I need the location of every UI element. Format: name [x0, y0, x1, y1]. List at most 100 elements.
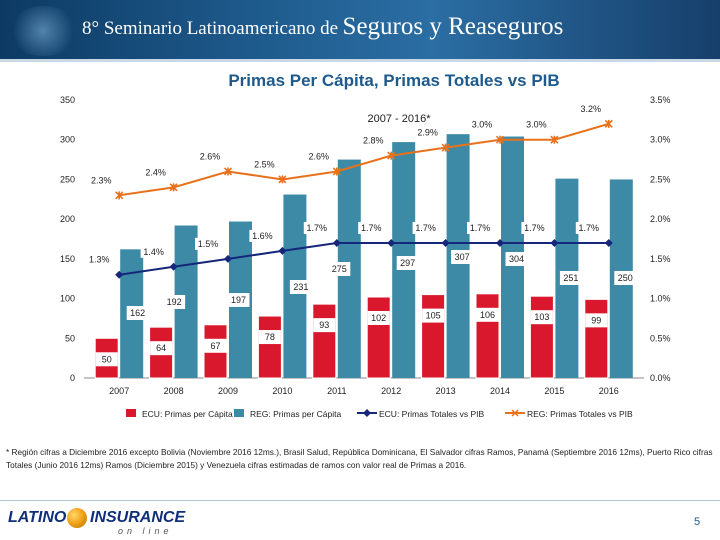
data-label-ecu-pib: 1.7% [579, 223, 600, 233]
marker-ecu-pib [224, 254, 232, 263]
data-label-box [422, 308, 445, 323]
x-tick-label: 2007 [109, 386, 129, 396]
y-right-tick-label: 3.5% [650, 95, 671, 105]
data-label-box [195, 237, 221, 250]
header-banner: 8° Seminario Latinoamericano de Seguros … [0, 0, 720, 62]
data-label-box [249, 229, 276, 242]
data-label-ecu-bar: 93 [319, 320, 329, 330]
legend-label: ECU: Primas per Cápita [142, 409, 233, 419]
marker-ecu-pib [604, 238, 613, 247]
marker-reg-pib [115, 191, 124, 200]
legend-label: REG: Primas Totales vs PIB [527, 409, 633, 419]
x-tick-label: 2016 [599, 386, 619, 396]
y-right-tick-label: 2.0% [650, 214, 671, 224]
data-label-reg-pib: 2.8% [363, 136, 384, 146]
data-label-box [258, 330, 281, 345]
data-label-ecu-bar: 50 [102, 354, 112, 364]
marker-ecu-pib [278, 246, 287, 255]
data-label-box [126, 306, 149, 320]
data-label-ecu-pib: 1.7% [470, 223, 491, 233]
data-label-ecu-bar: 67 [210, 341, 220, 351]
banner-glow [8, 6, 78, 56]
marker-reg-pib [278, 175, 287, 184]
data-label-box [396, 256, 419, 270]
legend-label: ECU: Primas Totales vs PIB [379, 409, 485, 419]
data-label-ecu-bar: 103 [534, 312, 549, 322]
data-label-box [521, 221, 548, 234]
data-label-ecu-pib: 1.4% [143, 247, 164, 257]
data-label-reg-pib: 3.2% [581, 104, 602, 114]
data-label-box [577, 102, 604, 115]
latino-insurance-logo: LATINO INSURANCE on line [8, 506, 248, 536]
chart-subtitle: 2007 - 2016* [368, 113, 432, 125]
data-label-ecu-bar: 99 [591, 315, 601, 325]
data-label-ecu-pib: 1.5% [198, 239, 219, 249]
data-label-reg-bar: 307 [455, 252, 470, 262]
data-label-ecu-bar: 102 [371, 313, 386, 323]
header-underline [0, 59, 720, 62]
data-label-reg-pib: 2.3% [91, 175, 112, 185]
data-label-reg-bar: 304 [509, 254, 524, 264]
data-label-ecu-pib: 1.7% [361, 223, 382, 233]
data-label-box [251, 158, 278, 171]
data-label-reg-bar: 162 [130, 308, 145, 318]
data-label-box [163, 295, 186, 309]
y-right-tick-label: 1.0% [650, 294, 671, 304]
data-label-box [150, 341, 173, 356]
y-right-tick-label: 3.0% [650, 135, 671, 145]
line-ecu-primas-totales-vs-pib [119, 241, 609, 276]
marker-reg-pib [441, 143, 450, 152]
y-left-tick-label: 250 [60, 174, 75, 184]
data-label-box [367, 310, 390, 325]
data-label-reg-bar: 192 [167, 297, 182, 307]
data-label-ecu-bar: 78 [265, 332, 275, 342]
data-label-reg-bar: 297 [400, 258, 415, 268]
y-right-tick-label: 1.5% [650, 254, 671, 264]
data-label-box [313, 318, 336, 333]
marker-ecu-pib [169, 262, 178, 271]
line-reg-primas-totales-vs-pib [119, 122, 610, 197]
data-label-box [523, 118, 550, 131]
data-label-box [476, 307, 499, 322]
data-label-box [328, 262, 351, 276]
legend-label: REG: Primas per Cápita [250, 409, 341, 419]
y-left-tick-label: 0 [70, 373, 75, 383]
marker-ecu-pib [332, 238, 341, 247]
y-left-tick-label: 50 [65, 333, 75, 343]
y-right-tick-label: 0.0% [650, 373, 671, 383]
x-tick-label: 2015 [544, 386, 564, 396]
data-label-box [412, 221, 439, 234]
data-label-box [360, 134, 387, 147]
x-tick-label: 2009 [218, 386, 238, 396]
globe-icon [67, 508, 87, 528]
marker-ecu-pib [387, 238, 396, 247]
y-left-tick-label: 200 [60, 214, 75, 224]
data-label-ecu-bar: 105 [426, 311, 441, 321]
data-label-box [358, 221, 385, 234]
data-label-box [305, 150, 332, 163]
legend-swatch [126, 409, 136, 417]
y-left-tick-label: 150 [60, 254, 75, 264]
x-tick-label: 2008 [164, 386, 184, 396]
logo-subtitle: on line [118, 526, 173, 536]
data-label-reg-bar: 197 [231, 295, 246, 305]
seminar-title-part2: Seguros y Reaseguros [342, 13, 564, 40]
bar-ecu-primas-per-capita [584, 298, 609, 379]
data-label-box [614, 271, 637, 285]
data-label-box [86, 253, 113, 266]
data-label-box [451, 250, 474, 264]
data-label-reg-pib: 2.5% [254, 159, 275, 169]
y-left-tick-label: 300 [60, 135, 75, 145]
data-label-ecu-pib: 1.3% [89, 255, 110, 265]
data-label-ecu-pib: 1.7% [415, 223, 436, 233]
seminar-title-part1: 8° Seminario Latinoamericano de [82, 18, 339, 39]
data-label-ecu-bar: 106 [480, 310, 495, 320]
data-label-box [414, 126, 441, 139]
data-label-box [505, 252, 528, 266]
bar-ecu-primas-per-capita [529, 295, 554, 379]
y-right-tick-label: 0.5% [650, 333, 671, 343]
x-tick-label: 2012 [381, 386, 401, 396]
y-left-tick-label: 100 [60, 294, 75, 304]
x-tick-label: 2013 [436, 386, 456, 396]
logo-word-right: INSURANCE [90, 509, 186, 526]
